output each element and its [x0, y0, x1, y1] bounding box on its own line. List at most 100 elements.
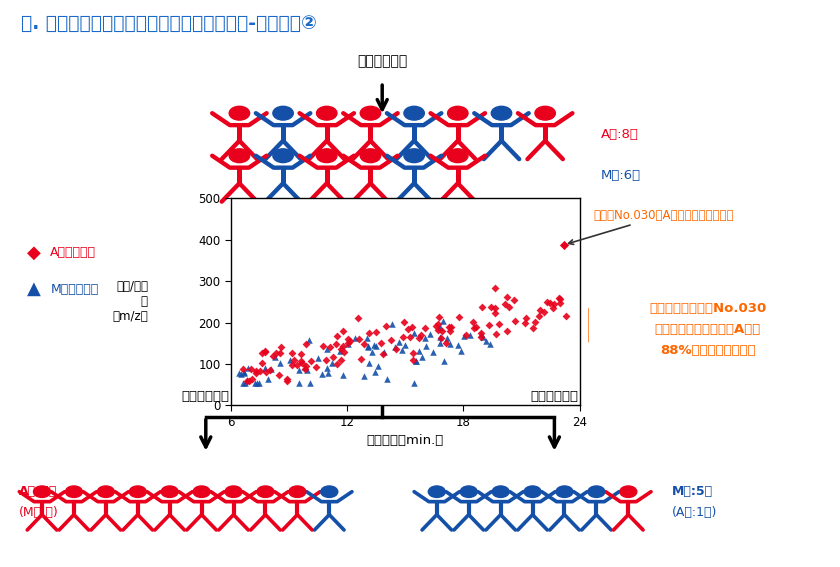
Point	[554, 295, 567, 304]
Point	[434, 333, 448, 342]
Point	[518, 318, 532, 327]
Point	[407, 378, 421, 387]
Point	[507, 296, 520, 305]
Point	[451, 341, 465, 350]
Point	[333, 346, 347, 356]
Point	[357, 372, 370, 381]
Point	[369, 328, 382, 337]
Point	[459, 331, 473, 340]
Point	[239, 378, 252, 387]
Point	[321, 363, 334, 373]
Point	[435, 327, 449, 336]
Point	[300, 366, 313, 375]
Point	[294, 357, 307, 366]
Text: 図. 決定木解析によるワキ臭タイプの分類化-ステップ②: 図. 決定木解析によるワキ臭タイプの分類化-ステップ②	[21, 14, 317, 33]
Point	[290, 361, 303, 370]
Point	[437, 316, 450, 325]
Point	[469, 322, 482, 331]
Point	[341, 335, 354, 344]
Point	[431, 325, 444, 334]
Point	[245, 375, 259, 384]
Point	[298, 363, 312, 372]
Point	[295, 359, 308, 368]
Point	[396, 333, 410, 342]
Point	[433, 332, 447, 341]
Point	[336, 370, 349, 379]
Point	[319, 356, 333, 365]
Text: M型:6人: M型:6人	[601, 170, 641, 182]
Point	[304, 356, 318, 365]
Point	[397, 318, 411, 327]
Point	[259, 347, 272, 356]
Point	[452, 312, 465, 321]
Point	[433, 323, 447, 332]
Point	[338, 348, 351, 357]
Point	[403, 333, 417, 342]
Point	[440, 333, 454, 342]
Y-axis label: 質量/電荷
    比
（m/z）: 質量/電荷 比 （m/z）	[113, 281, 149, 323]
Point	[480, 337, 493, 346]
Point	[298, 364, 312, 373]
Point	[363, 358, 376, 367]
Text: A型:7人: A型:7人	[18, 485, 57, 498]
Point	[286, 360, 299, 369]
Text: M型:5人: M型:5人	[672, 485, 713, 498]
Point	[334, 356, 348, 365]
Point	[316, 341, 329, 350]
Point	[554, 298, 567, 307]
Point	[260, 368, 273, 377]
Point	[270, 349, 283, 358]
Point	[343, 336, 356, 345]
Point	[241, 376, 255, 385]
Point	[304, 378, 318, 387]
Point	[381, 374, 394, 383]
Point	[467, 323, 480, 332]
Point	[351, 314, 365, 323]
Point	[261, 374, 275, 383]
Point	[287, 355, 301, 364]
Point	[558, 240, 571, 249]
Point	[323, 343, 337, 352]
Point	[543, 298, 557, 307]
Point	[474, 329, 487, 338]
Point	[244, 365, 258, 374]
Point	[419, 323, 433, 332]
Point	[433, 338, 446, 348]
Point	[407, 356, 420, 365]
Point	[559, 311, 572, 320]
Point	[300, 361, 313, 370]
Point	[273, 358, 286, 367]
Text: 判定閾値未満: 判定閾値未満	[357, 54, 407, 68]
Point	[483, 320, 496, 329]
Point	[286, 349, 299, 358]
Point	[255, 359, 269, 368]
Point	[414, 331, 428, 340]
Point	[406, 348, 419, 357]
Point	[281, 374, 294, 383]
Point	[427, 348, 440, 357]
Point	[475, 302, 488, 311]
Point	[241, 363, 255, 373]
Point	[419, 342, 433, 351]
Point	[375, 339, 388, 348]
Point	[402, 324, 415, 333]
Point	[367, 340, 381, 349]
Point	[238, 367, 251, 376]
Point	[240, 376, 254, 385]
Text: (M型:人): (M型:人)	[18, 506, 58, 519]
Point	[444, 326, 457, 335]
Point	[415, 353, 428, 362]
Point	[489, 329, 502, 338]
Text: 判定閾値未満: 判定閾値未満	[530, 390, 579, 403]
Point	[234, 369, 248, 378]
Polygon shape	[559, 308, 588, 342]
Point	[348, 334, 361, 343]
Point	[334, 344, 348, 353]
Point	[519, 314, 533, 323]
Point	[309, 362, 323, 371]
Point	[540, 298, 554, 307]
Point	[336, 341, 349, 350]
Point	[302, 335, 315, 344]
X-axis label: 泳動時間（min.）: 泳動時間（min.）	[367, 434, 444, 447]
Point	[483, 340, 496, 349]
